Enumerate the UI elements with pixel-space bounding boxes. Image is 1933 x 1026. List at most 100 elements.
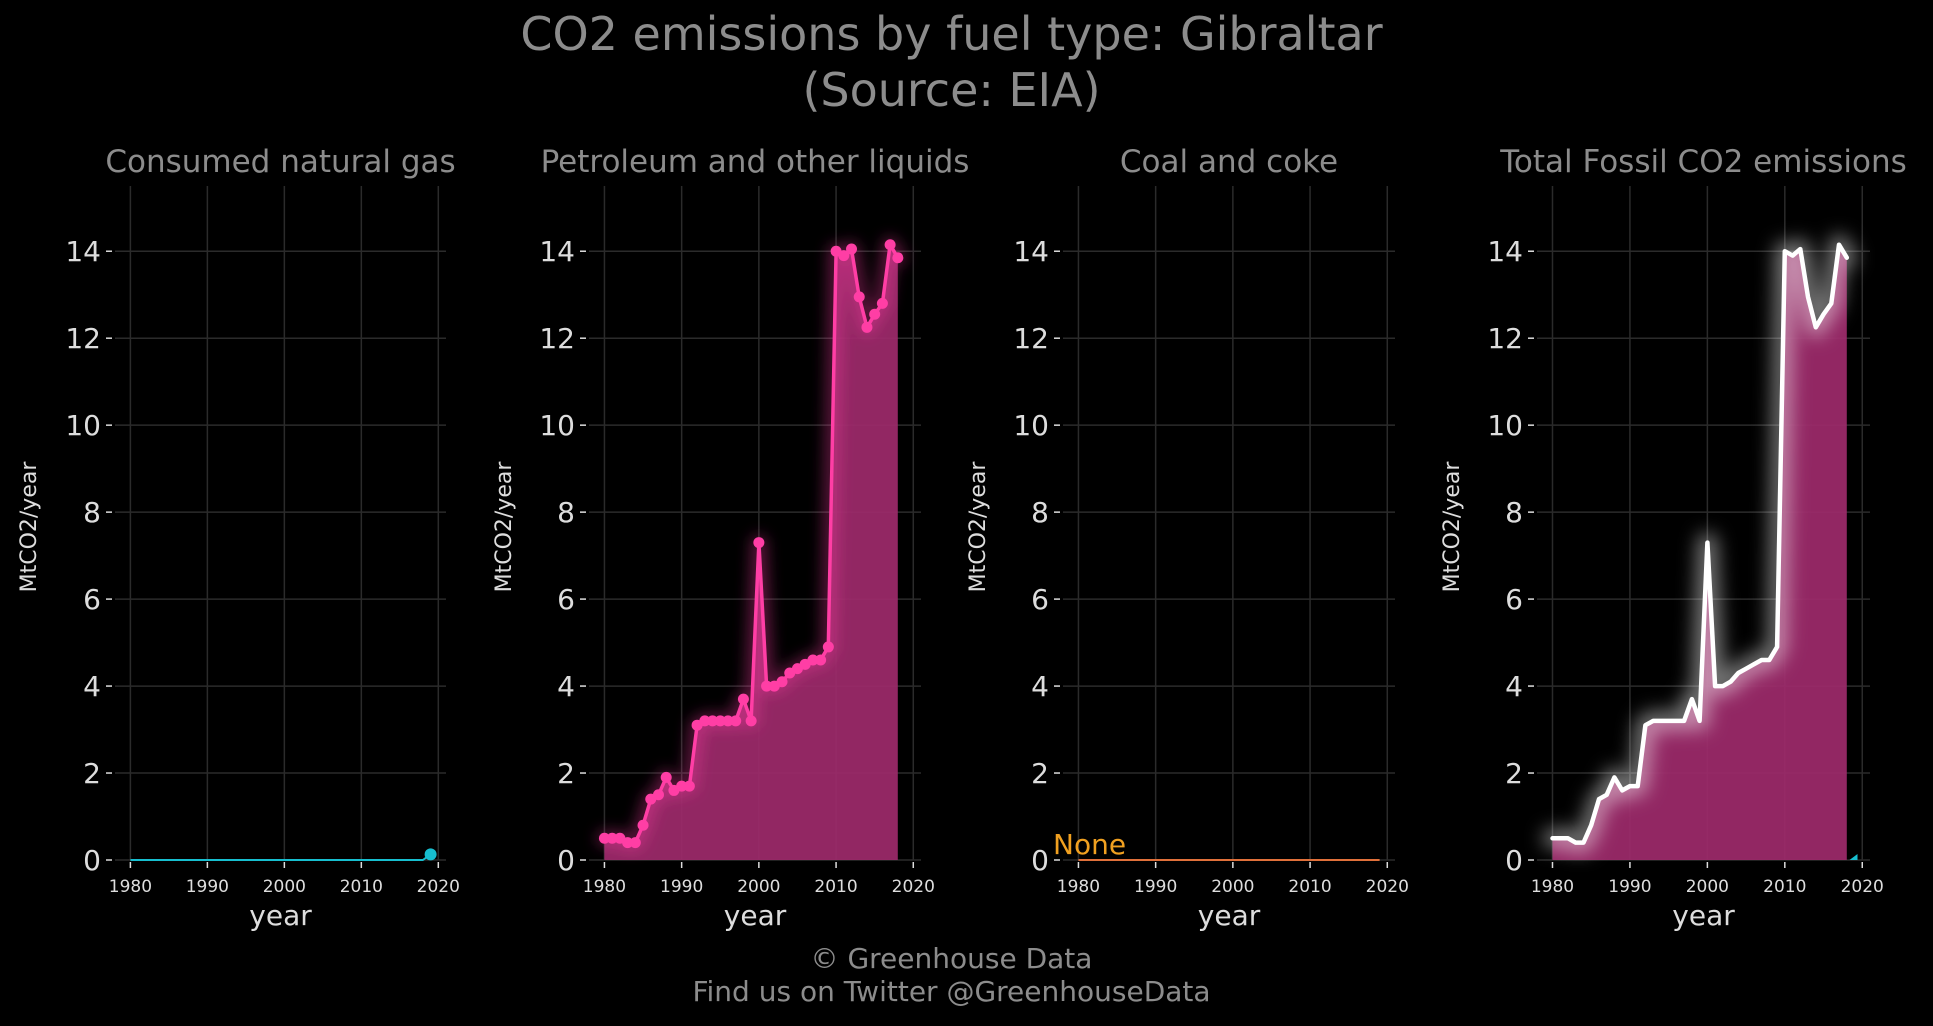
data-point	[753, 537, 765, 549]
panel-title: Consumed natural gas	[105, 144, 455, 180]
y-axis-label: MtCO2/year	[17, 461, 42, 593]
y-tick-label: 14	[539, 235, 575, 268]
footer: © Greenhouse Data Find us on Twitter @Gr…	[0, 942, 1903, 1008]
data-point	[660, 771, 672, 783]
data-point	[737, 693, 749, 705]
y-tick-label: 0	[1031, 844, 1049, 877]
panel-2: 0 2 4 6 8 10 12 14 1980 1990 2000 2010 2020 year MtCO2…	[492, 144, 969, 932]
data-point	[598, 832, 610, 844]
y-tick-label: 14	[1487, 235, 1523, 268]
data-point	[822, 641, 834, 653]
area-fill	[1552, 244, 1847, 860]
data-point	[699, 715, 711, 727]
x-tick-label: 1990	[186, 877, 229, 897]
y-tick-label: 8	[557, 496, 575, 529]
chart-title-line1: CO2 emissions by fuel type: Gibraltar	[520, 7, 1383, 61]
x-tick-label: 1990	[660, 877, 703, 897]
y-tick-label: 8	[1031, 496, 1049, 529]
footer-twitter: Find us on Twitter @GreenhouseData	[692, 975, 1211, 1008]
data-point	[815, 654, 827, 666]
y-tick-label: 6	[557, 583, 575, 616]
y-axis-label: MtCO2/year	[966, 461, 991, 593]
data-point	[761, 680, 773, 692]
y-tick-label: 4	[83, 670, 101, 703]
data-point	[629, 837, 641, 849]
chart-title: CO2 emissions by fuel type: Gibraltar (S…	[0, 6, 1903, 118]
data-point	[892, 252, 904, 264]
x-tick-label: 2000	[1686, 877, 1729, 897]
x-tick-label: 1980	[1057, 877, 1100, 897]
data-point	[846, 243, 858, 255]
chart-title-line2: (Source: EIA)	[802, 63, 1101, 117]
x-tick-label: 2020	[417, 877, 460, 897]
data-point	[637, 819, 649, 831]
x-tick-label: 2020	[1841, 877, 1884, 897]
x-tick-label: 1980	[583, 877, 626, 897]
panel-title: Coal and coke	[1120, 144, 1338, 180]
y-axis-label: MtCO2/year	[492, 461, 517, 593]
y-tick-label: 12	[65, 322, 101, 355]
y-tick-label: 0	[557, 844, 575, 877]
y-tick-label: 8	[1505, 496, 1523, 529]
data-point	[707, 715, 719, 727]
panel-title: Petroleum and other liquids	[541, 144, 970, 180]
x-tick-label: 2020	[892, 877, 935, 897]
y-tick-label: 2	[557, 757, 575, 790]
x-tick-label: 2020	[1366, 877, 1409, 897]
data-point	[676, 780, 688, 792]
y-tick-label: 2	[83, 757, 101, 790]
y-tick-label: 2	[1505, 757, 1523, 790]
footer-credit: © Greenhouse Data	[810, 942, 1093, 975]
y-tick-label: 4	[1031, 670, 1049, 703]
y-tick-label: 0	[83, 844, 101, 877]
data-point	[683, 780, 695, 792]
y-tick-label: 10	[539, 409, 575, 442]
data-point	[807, 654, 819, 666]
data-point	[745, 715, 757, 727]
series-line	[1550, 242, 1850, 845]
x-tick-label: 2010	[1763, 877, 1806, 897]
y-tick-label: 4	[557, 670, 575, 703]
data-point	[714, 715, 726, 727]
panel-3: 0 2 4 6 8 10 12 14 1980 1990 2000 2010 2020 year MtCO2…	[966, 144, 1409, 932]
data-point	[652, 789, 664, 801]
x-axis-label: year	[1198, 899, 1261, 932]
data-point	[606, 832, 618, 844]
y-tick-label: 4	[1505, 670, 1523, 703]
y-tick-label: 8	[83, 496, 101, 529]
data-point	[876, 297, 888, 309]
panel-4: 0 2 4 6 8 10 12 14 1980 1990 2000 2010 2020 year MtCO2…	[1440, 144, 1907, 932]
x-tick-label: 2000	[263, 877, 306, 897]
y-tick-label: 0	[1505, 844, 1523, 877]
y-axis-label: MtCO2/year	[1440, 461, 1465, 593]
y-tick-label: 14	[1013, 235, 1049, 268]
panel-1: 0 2 4 6 8 10 12 14 1980 1990 2000 2010 2020 year MtCO2…	[17, 144, 460, 932]
x-tick-label: 1990	[1608, 877, 1651, 897]
y-tick-label: 10	[1487, 409, 1523, 442]
data-point	[838, 250, 850, 262]
x-axis-label: year	[249, 899, 312, 932]
y-tick-label: 6	[1505, 583, 1523, 616]
y-tick-label: 6	[1031, 583, 1049, 616]
y-tick-label: 6	[83, 583, 101, 616]
x-tick-label: 2010	[340, 877, 383, 897]
x-tick-label: 2000	[1211, 877, 1254, 897]
y-tick-label: 10	[65, 409, 101, 442]
gas-marker	[1849, 854, 1858, 860]
y-tick-label: 10	[1013, 409, 1049, 442]
y-tick-label: 12	[539, 322, 575, 355]
area-fill	[604, 244, 898, 860]
data-point	[776, 676, 788, 688]
data-point	[722, 715, 734, 727]
data-point	[424, 848, 437, 861]
x-tick-label: 2010	[814, 877, 857, 897]
data-point	[622, 837, 634, 849]
x-tick-label: 1980	[109, 877, 152, 897]
x-tick-label: 1990	[1134, 877, 1177, 897]
y-tick-label: 12	[1487, 322, 1523, 355]
x-axis-label: year	[724, 899, 787, 932]
x-axis-label: year	[1672, 899, 1735, 932]
y-tick-label: 12	[1013, 322, 1049, 355]
panel-title: Total Fossil CO2 emissions	[1499, 144, 1907, 180]
